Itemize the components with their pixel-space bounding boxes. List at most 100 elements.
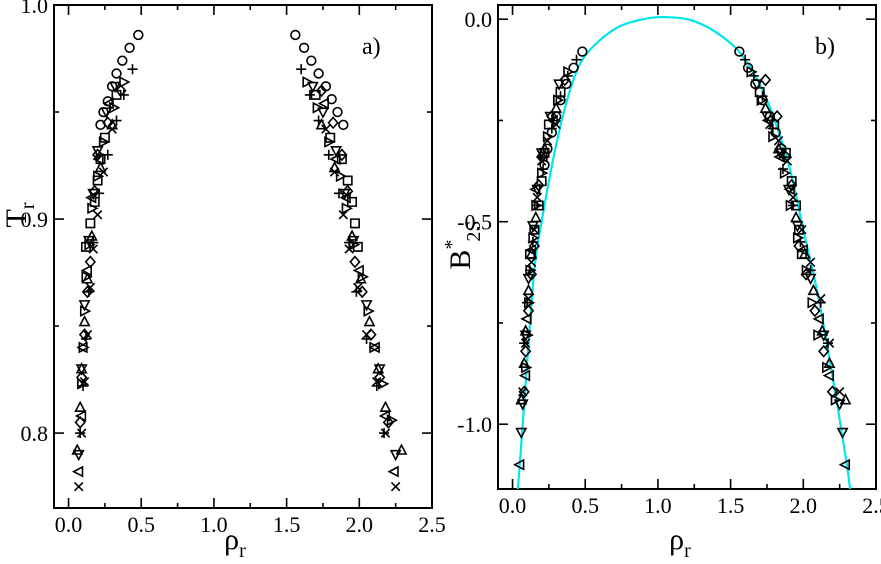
- point-triangle-down: [317, 107, 329, 119]
- panel-a-tag: a): [362, 34, 381, 60]
- point-triangle-up: [538, 142, 551, 154]
- point-circle: [111, 68, 122, 79]
- point-circle: [577, 46, 588, 57]
- point-triangle-left: [85, 191, 97, 204]
- point-triangle-left: [783, 183, 795, 196]
- x-tick-label: 1.5: [717, 493, 745, 518]
- point-cross: [532, 192, 543, 203]
- point-triangle-down: [515, 427, 528, 440]
- point-circle: [124, 42, 135, 54]
- point-triangle-left: [529, 183, 541, 196]
- panel-b-tag: b): [815, 34, 835, 60]
- point-diamond: [81, 285, 94, 299]
- point-triangle-down: [347, 235, 360, 248]
- point-diamond: [759, 73, 772, 87]
- point-circle: [298, 42, 310, 54]
- point-triangle-right: [553, 94, 565, 107]
- point-triangle-left: [520, 312, 532, 325]
- point-cross: [773, 135, 784, 146]
- point-triangle-down: [519, 330, 532, 342]
- point-triangle-left: [518, 369, 531, 382]
- point-square: [349, 218, 360, 229]
- point-triangle-right: [785, 199, 797, 212]
- point-triangle-left: [317, 97, 329, 110]
- point-triangle-down: [389, 449, 402, 462]
- point-triangle-down: [91, 145, 104, 158]
- point-diamond: [771, 109, 783, 123]
- point-triangle-right: [537, 167, 549, 180]
- point-plus: [296, 64, 307, 75]
- point-cross: [380, 428, 391, 438]
- panel-b-fit-curve: [516, 15, 852, 489]
- point-triangle-right: [302, 76, 314, 88]
- point-triangle-down: [306, 81, 319, 94]
- point-diamond: [78, 328, 91, 342]
- point-cross: [815, 293, 826, 304]
- point-plus: [571, 54, 582, 65]
- point-circle: [338, 119, 349, 131]
- point-triangle-down: [330, 145, 342, 158]
- point-triangle-left: [524, 244, 537, 256]
- point-diamond: [336, 148, 348, 162]
- panel-b-frame: [497, 4, 877, 490]
- panel-b-ylabel-star: *: [441, 240, 463, 250]
- x-tick-label: 1.0: [200, 512, 228, 537]
- point-triangle-up: [518, 356, 531, 369]
- point-triangle-down: [836, 427, 849, 440]
- x-tick-label: 0.0: [499, 493, 527, 518]
- panel-a-frame: [53, 4, 433, 509]
- point-cross: [390, 481, 401, 492]
- point-circle: [742, 62, 754, 73]
- point-square: [347, 196, 358, 207]
- point-triangle-left: [352, 264, 364, 277]
- point-triangle-up: [772, 142, 785, 154]
- point-triangle-right: [87, 202, 99, 215]
- point-diamond: [826, 385, 839, 399]
- point-triangle-right: [312, 101, 324, 114]
- panel-b-ticks: 0.0 0.5 1.0 1.5 2.0 2.5 0.0 -0.5 -1.0: [457, 5, 881, 518]
- x-tick-label: 2.5: [418, 512, 446, 537]
- point-circle: [306, 55, 317, 66]
- y-tick-label: -0.5: [457, 210, 492, 235]
- point-triangle-left: [92, 153, 104, 166]
- point-cross: [76, 428, 87, 438]
- point-triangle-up: [372, 362, 385, 374]
- point-cross: [797, 225, 807, 235]
- point-triangle-down: [78, 300, 91, 312]
- point-triangle-right: [377, 377, 390, 390]
- x-tick-label: 2.0: [346, 512, 374, 537]
- panel-a: 0.0 0.5 1.0 1.5 2.0 2.50.80.91.0 a) ρr Tr: [0, 0, 446, 562]
- point-plus: [822, 338, 834, 349]
- point-triangle-up: [550, 101, 563, 113]
- point-diamond: [800, 267, 812, 281]
- y-tick-label: 1.0: [21, 0, 49, 18]
- point-triangle-right: [746, 65, 758, 78]
- panel-a-markers: [71, 29, 408, 492]
- point-diamond: [115, 84, 127, 98]
- point-square: [754, 87, 765, 98]
- point-cross: [344, 244, 354, 254]
- panel-b-markers: [513, 46, 852, 471]
- point-triangle-up: [823, 356, 836, 369]
- point-triangle-left: [796, 244, 808, 256]
- point-triangle-right: [563, 65, 575, 78]
- point-cross: [834, 387, 845, 397]
- panel-a-ylabel-sub: r: [17, 202, 39, 209]
- point-diamond: [519, 344, 532, 358]
- x-tick-label: 0.0: [55, 512, 83, 537]
- point-cross: [85, 282, 96, 293]
- point-cross: [551, 119, 561, 130]
- point-triangle-right: [93, 170, 105, 183]
- point-diamond: [535, 150, 548, 164]
- point-triangle-down: [100, 107, 113, 119]
- point-triangle-right: [756, 94, 768, 107]
- point-triangle-up: [522, 283, 535, 296]
- point-diamond: [349, 255, 361, 269]
- point-cross: [321, 124, 331, 134]
- panel-a-ylabel-main: T: [0, 209, 33, 227]
- point-triangle-left: [378, 410, 391, 422]
- point-diamond: [91, 148, 104, 162]
- point-triangle-left: [822, 369, 835, 382]
- point-square: [342, 175, 353, 186]
- point-triangle-up: [94, 160, 107, 173]
